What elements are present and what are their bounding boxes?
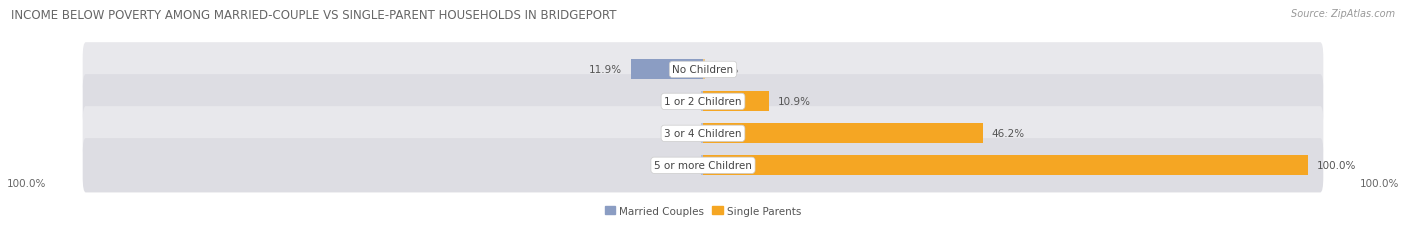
Bar xyxy=(703,92,769,112)
Text: 10.9%: 10.9% xyxy=(778,97,811,107)
Text: 100.0%: 100.0% xyxy=(1317,161,1357,170)
Bar xyxy=(702,92,703,112)
Text: 0.0%: 0.0% xyxy=(711,65,738,75)
Text: 0.0%: 0.0% xyxy=(668,97,695,107)
Bar xyxy=(702,124,703,144)
FancyBboxPatch shape xyxy=(83,43,1323,97)
Text: 46.2%: 46.2% xyxy=(991,129,1025,139)
Text: 3 or 4 Children: 3 or 4 Children xyxy=(664,129,742,139)
Text: INCOME BELOW POVERTY AMONG MARRIED-COUPLE VS SINGLE-PARENT HOUSEHOLDS IN BRIDGEP: INCOME BELOW POVERTY AMONG MARRIED-COUPL… xyxy=(11,9,617,22)
Legend: Married Couples, Single Parents: Married Couples, Single Parents xyxy=(600,202,806,220)
Bar xyxy=(702,156,703,175)
Bar xyxy=(703,124,983,144)
Text: Source: ZipAtlas.com: Source: ZipAtlas.com xyxy=(1291,9,1395,19)
Bar xyxy=(631,60,703,80)
FancyBboxPatch shape xyxy=(83,107,1323,161)
Text: No Children: No Children xyxy=(672,65,734,75)
Text: 11.9%: 11.9% xyxy=(589,65,621,75)
Text: 1 or 2 Children: 1 or 2 Children xyxy=(664,97,742,107)
Text: 100.0%: 100.0% xyxy=(7,179,46,188)
Text: 0.0%: 0.0% xyxy=(668,161,695,170)
Bar xyxy=(703,60,704,80)
Bar xyxy=(703,156,1308,175)
FancyBboxPatch shape xyxy=(83,75,1323,129)
Text: 100.0%: 100.0% xyxy=(1360,179,1399,188)
Text: 5 or more Children: 5 or more Children xyxy=(654,161,752,170)
Text: 0.0%: 0.0% xyxy=(668,129,695,139)
FancyBboxPatch shape xyxy=(83,139,1323,193)
